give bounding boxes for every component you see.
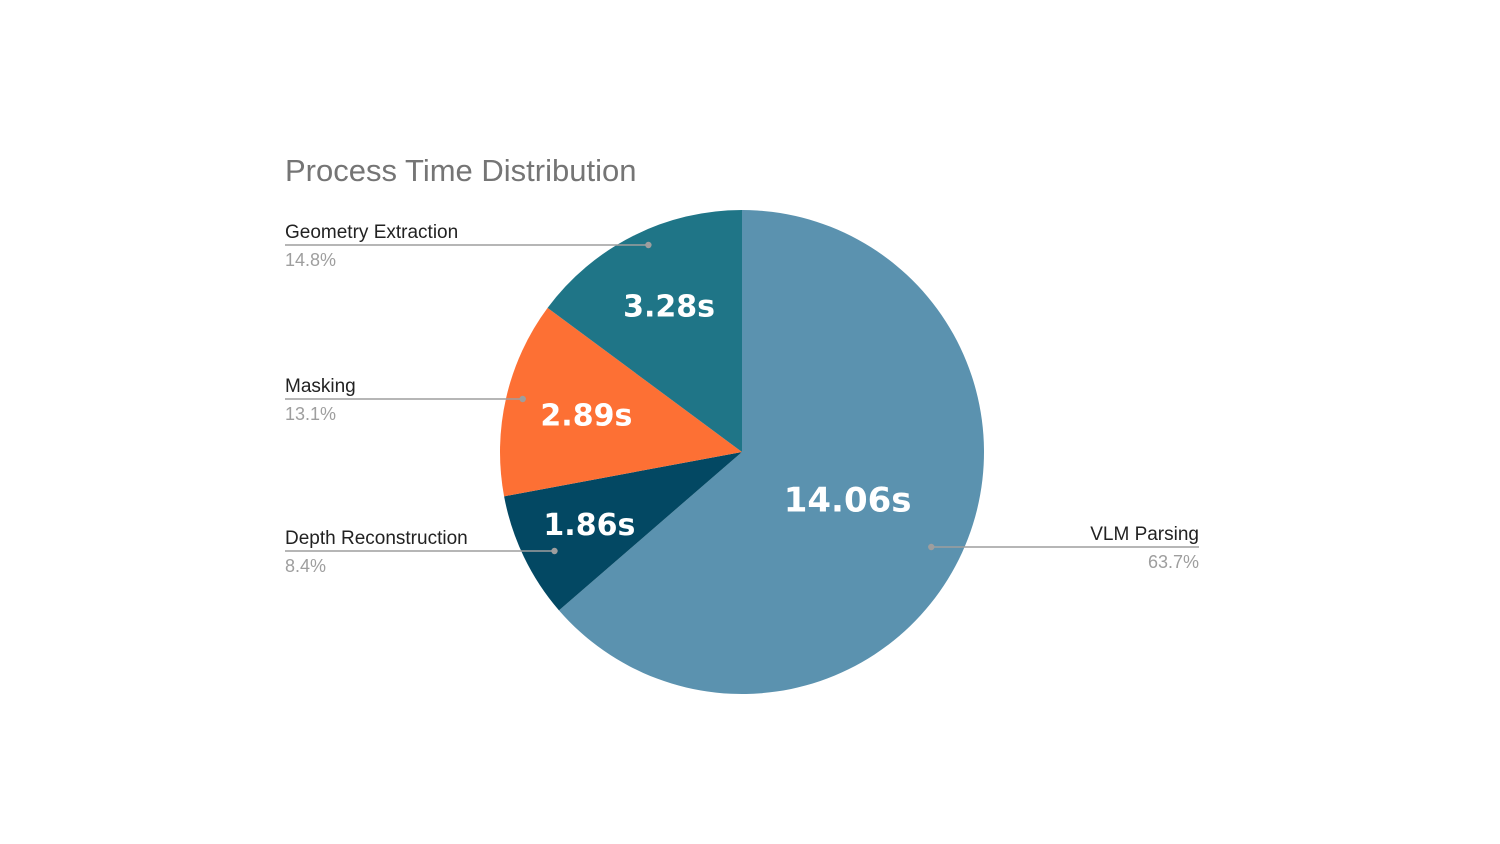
slice-value-label: 3.28s xyxy=(623,290,715,325)
slice-name-label: Geometry Extraction xyxy=(285,222,458,243)
pie-slice-depth-reconstruction xyxy=(504,452,742,611)
slice-name-label: Depth Reconstruction xyxy=(285,528,468,549)
slice-percent-label: 8.4% xyxy=(285,556,326,576)
slice-percent-label: 63.7% xyxy=(1148,552,1199,572)
slice-name-label: Masking xyxy=(285,376,356,397)
slice-name-label: VLM Parsing xyxy=(1090,524,1199,545)
slice-value-labels: 14.06s 1.86s 2.89s 3.28s xyxy=(540,290,911,543)
slice-callouts: VLM Parsing 63.7% Depth Reconstruction 8.4%… xyxy=(285,222,1199,576)
slice-percent-label: 13.1% xyxy=(285,404,336,424)
pie-slice-vlm-parsing xyxy=(558,210,984,694)
slice-value-label: 14.06s xyxy=(784,480,912,520)
slice-percent-label: 14.8% xyxy=(285,250,336,270)
chart-title: Process Time Distribution xyxy=(285,153,636,188)
slice-value-label: 1.86s xyxy=(543,508,635,543)
pie-slices xyxy=(500,210,984,694)
slice-value-label: 2.89s xyxy=(540,399,632,434)
pie-slice-masking xyxy=(500,307,742,497)
pie-slice-geometry-extraction xyxy=(547,210,742,452)
